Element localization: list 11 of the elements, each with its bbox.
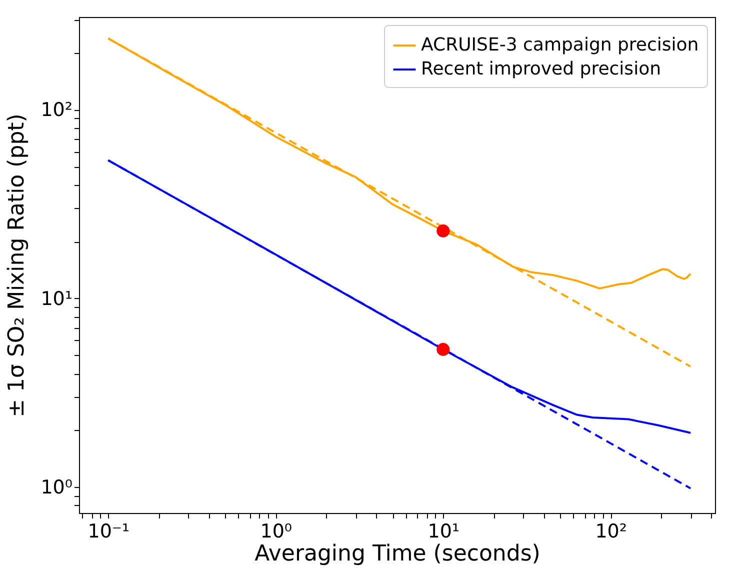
x-tick-label: 10¹ [428, 520, 460, 542]
y-axis-title: ± 1σ SO₂ Mixing Ratio (ppt) [4, 114, 30, 418]
y-tick-label: 10¹ [40, 288, 72, 310]
x-tick-label: 10⁻¹ [88, 520, 130, 542]
x-tick-label: 10⁰ [260, 520, 292, 542]
y-tick-label: 10² [40, 99, 72, 122]
y-tick-label: 10⁰ [40, 476, 72, 499]
legend-label: Recent improved precision [421, 58, 661, 80]
x-tick-label: 10² [595, 520, 628, 542]
x-axis-title: Averaging Time (seconds) [254, 542, 540, 566]
legend-label: ACRUISE-3 campaign precision [421, 34, 699, 56]
